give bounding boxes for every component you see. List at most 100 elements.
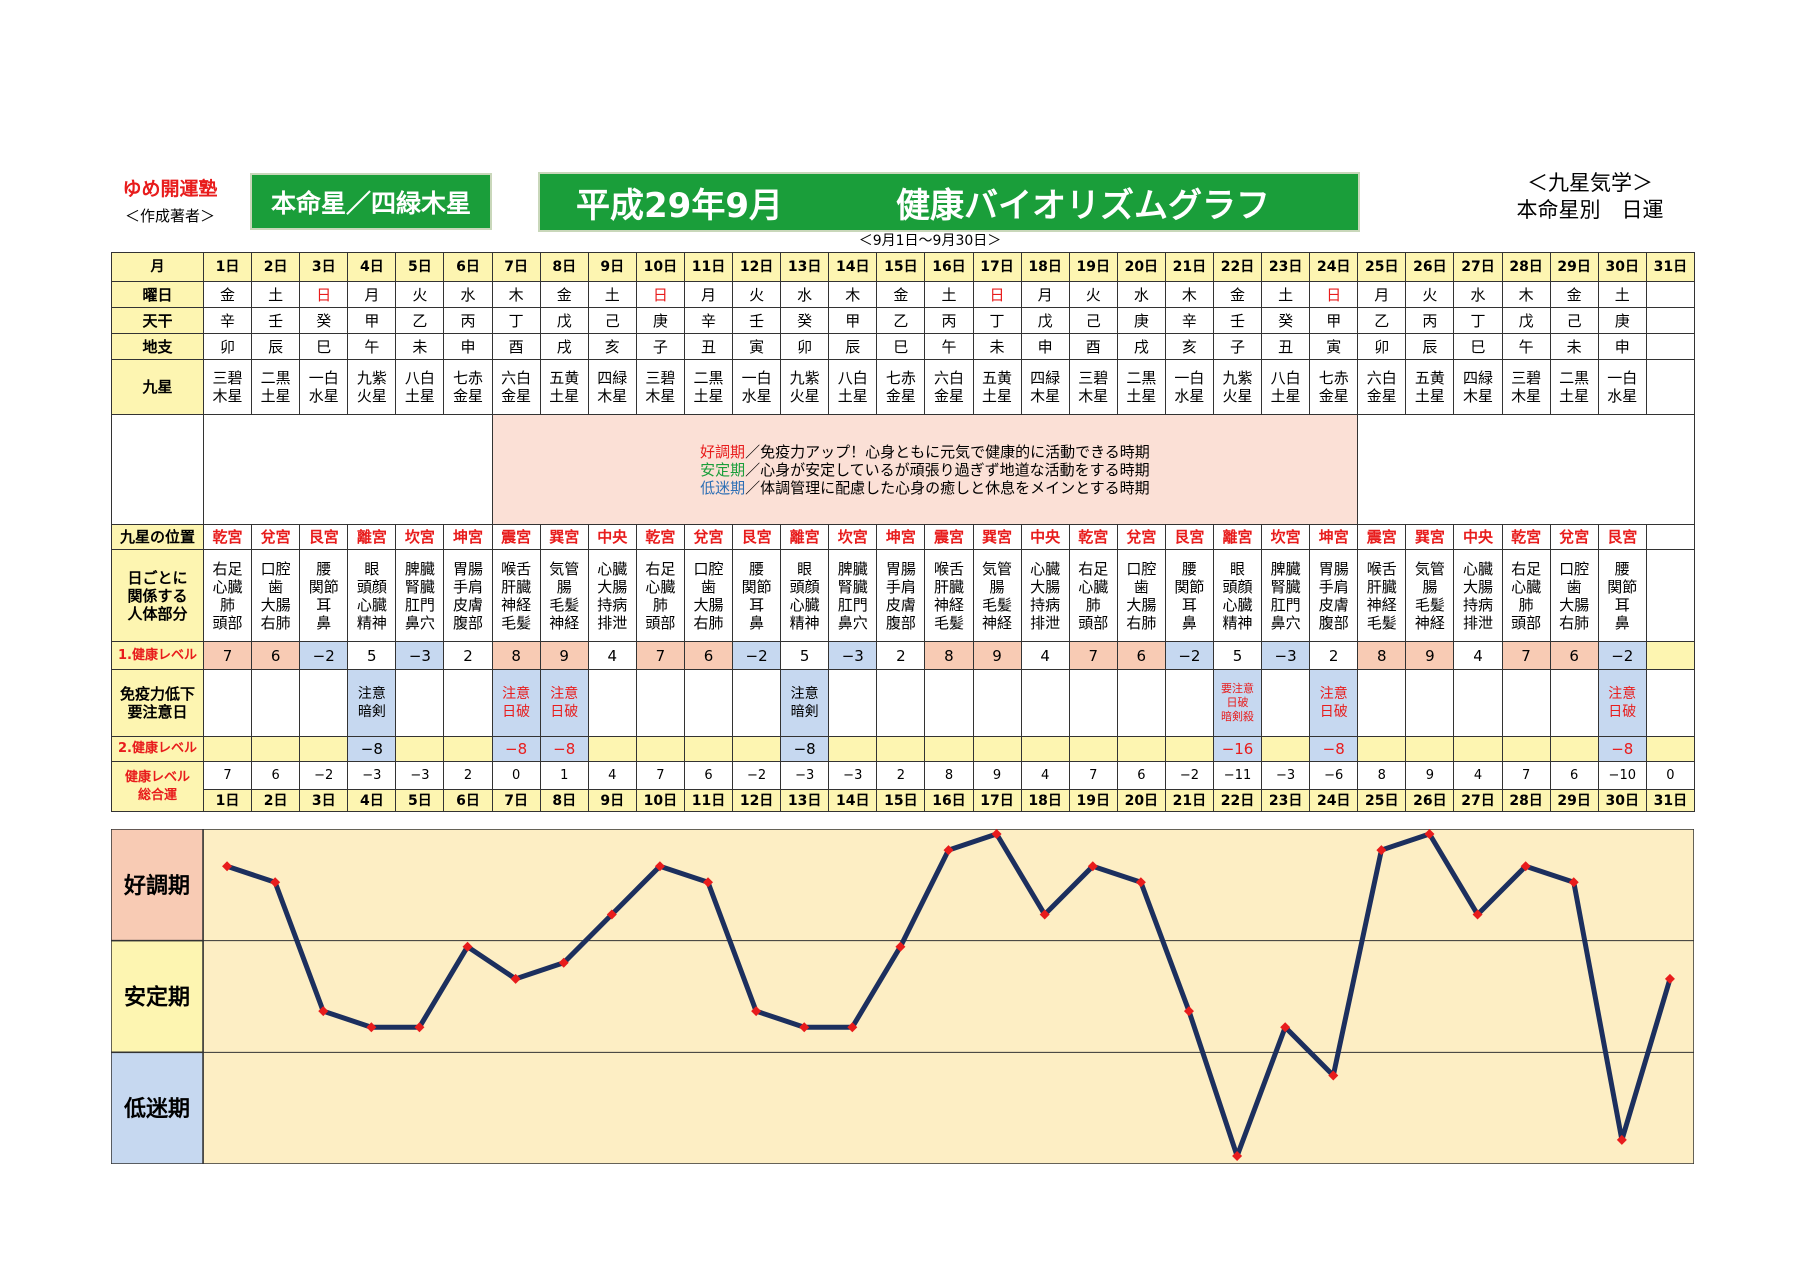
body-part-cell: 腰関節耳鼻 xyxy=(1597,549,1647,642)
data-point xyxy=(991,829,1002,839)
health2-cell xyxy=(299,736,349,762)
health1-cell: 7 xyxy=(635,641,685,670)
weekday-cell: 火 xyxy=(1405,281,1455,308)
day-header: 3日 xyxy=(299,252,349,282)
position-cell: 坎宮 xyxy=(395,524,445,550)
biorhythm-table: 月 1日 2日 3日 4日 5日 6日 7日 8日 9日 10日 11日 12日 13日 14日 15日 16日… xyxy=(111,252,1695,812)
chishi-cell: 寅 xyxy=(1309,333,1359,360)
body-part: 大腸 xyxy=(1126,595,1157,614)
body-part-cell: 喉舌 肝臓 神経 毛髪 xyxy=(924,549,974,642)
kyusei-cell: 五黄 土星 xyxy=(1405,359,1455,415)
body-part: 大腸 xyxy=(1462,577,1493,596)
health1-cell: −2 xyxy=(732,641,782,670)
kyusei-cell: 六白 金星 xyxy=(491,359,541,415)
kyusei-element: 火星 xyxy=(1222,387,1253,405)
position-cell: 乾宮 xyxy=(635,524,685,550)
chishi-cell: 丑 xyxy=(683,333,734,360)
weekday-cell xyxy=(1645,281,1695,308)
weekday-cell: 土 xyxy=(1597,281,1647,308)
weekday-cell: 水 xyxy=(1116,281,1166,308)
kyusei-name: 二黒 xyxy=(1559,369,1590,387)
weekday-cell: 土 xyxy=(924,281,974,308)
caution-cell: 注意 日破 xyxy=(539,669,589,737)
body-part: 脾臓 xyxy=(837,559,868,578)
chishi-cell: 辰 xyxy=(251,333,301,360)
day-footer: 4日 xyxy=(347,789,397,812)
position-cell: 中央 xyxy=(587,524,637,550)
health1-cell: 6 xyxy=(1549,641,1599,670)
position-cell: 艮宮 xyxy=(299,524,349,550)
kyusei-name: 七赤 xyxy=(885,369,916,387)
caution-cell xyxy=(251,669,301,737)
day-footer: 23日 xyxy=(1261,789,1311,812)
body-part: 腰 xyxy=(749,559,765,578)
caution-text: 日破 xyxy=(502,704,531,720)
band-label-box xyxy=(110,939,204,1054)
kyusei-element: 土星 xyxy=(1270,387,1301,405)
body-part: 肝臓 xyxy=(501,577,532,596)
body-part: 手肩 xyxy=(885,577,916,596)
caution-text: 要注意 xyxy=(1221,682,1255,695)
body-part: 大腸 xyxy=(260,595,291,614)
health1-cell: 6 xyxy=(683,641,734,670)
kyusei-cell: 四緑 木星 xyxy=(587,359,637,415)
total-cell: 4 xyxy=(1453,761,1503,790)
body-part: 鼻 xyxy=(1614,613,1630,632)
body-part: 皮膚 xyxy=(885,595,916,614)
body-part: 歯 xyxy=(700,577,716,596)
data-point xyxy=(895,941,906,952)
body-part: 眼 xyxy=(364,559,380,578)
body-part: 口腔 xyxy=(1126,559,1157,578)
health2-cell xyxy=(1549,736,1599,762)
kyusei-row: 九星 三碧 木星 二黒 土星 一白 水星 九紫 火星 八白 土星 七赤 金星 六白 金星 五黄 土星 四緑 木星 三碧… xyxy=(111,359,1695,415)
band-label: 安定期 xyxy=(124,985,190,1011)
health2-cell: −8 xyxy=(491,736,541,762)
body-part: 喉舌 xyxy=(933,559,964,578)
body-part: 気管 xyxy=(549,559,580,578)
body-part: 耳 xyxy=(316,595,332,614)
caution-text: 注意 xyxy=(550,686,579,702)
body-part: 頭部 xyxy=(645,613,676,632)
day-header: 15日 xyxy=(876,252,926,282)
body-part: 右肺 xyxy=(1559,613,1590,632)
total-cell: 0 xyxy=(491,761,541,790)
day-header: 13日 xyxy=(780,252,830,282)
month-label: 月 xyxy=(111,252,204,282)
body-part-cell: 心臓 大腸 持病 排泄 xyxy=(1453,549,1503,642)
position-cell: 巽宮 xyxy=(1405,524,1455,550)
body-part: 耳 xyxy=(1614,595,1630,614)
weekday-cell: 金 xyxy=(202,281,253,308)
body-part: 肛門 xyxy=(404,595,435,614)
health1-cell: 4 xyxy=(1020,641,1070,670)
kyusei-name: 三碧 xyxy=(1511,369,1542,387)
body-part: 心臓 xyxy=(597,559,628,578)
tenkan-cell: 戊 xyxy=(539,307,589,334)
body-part: 頭部 xyxy=(212,613,243,632)
caution-cell xyxy=(732,669,782,737)
health2-cell xyxy=(1405,736,1455,762)
kyusei-name: 二黒 xyxy=(1126,369,1157,387)
health1-cell: 4 xyxy=(587,641,637,670)
body-part: 心臓 xyxy=(789,595,820,614)
position-cell: 坤宮 xyxy=(876,524,926,550)
day-header: 7日 xyxy=(491,252,541,282)
kyusei-label-line2: 本命星別 日運 xyxy=(1516,198,1664,222)
health2-cell xyxy=(1645,736,1695,762)
caution-cell xyxy=(1020,669,1070,737)
chishi-cell: 戌 xyxy=(539,333,589,360)
position-cell: 離宮 xyxy=(347,524,397,550)
health1-cell: −2 xyxy=(1597,641,1647,670)
total-cell: −6 xyxy=(1309,761,1359,790)
day-footer: 12日 xyxy=(732,789,782,812)
day-header: 29日 xyxy=(1549,252,1599,282)
kyusei-cell: 八白 土星 xyxy=(395,359,445,415)
chishi-cell: 亥 xyxy=(1164,333,1214,360)
kyusei-cell: 八白 土星 xyxy=(828,359,878,415)
caution-cell xyxy=(1164,669,1214,737)
body-part: 心臓 xyxy=(356,595,387,614)
health2-cell xyxy=(828,736,878,762)
weekday-cell: 月 xyxy=(1357,281,1407,308)
data-point xyxy=(703,877,714,888)
health1-cell: −3 xyxy=(395,641,445,670)
health1-label: 1.健康レベル xyxy=(111,641,204,670)
